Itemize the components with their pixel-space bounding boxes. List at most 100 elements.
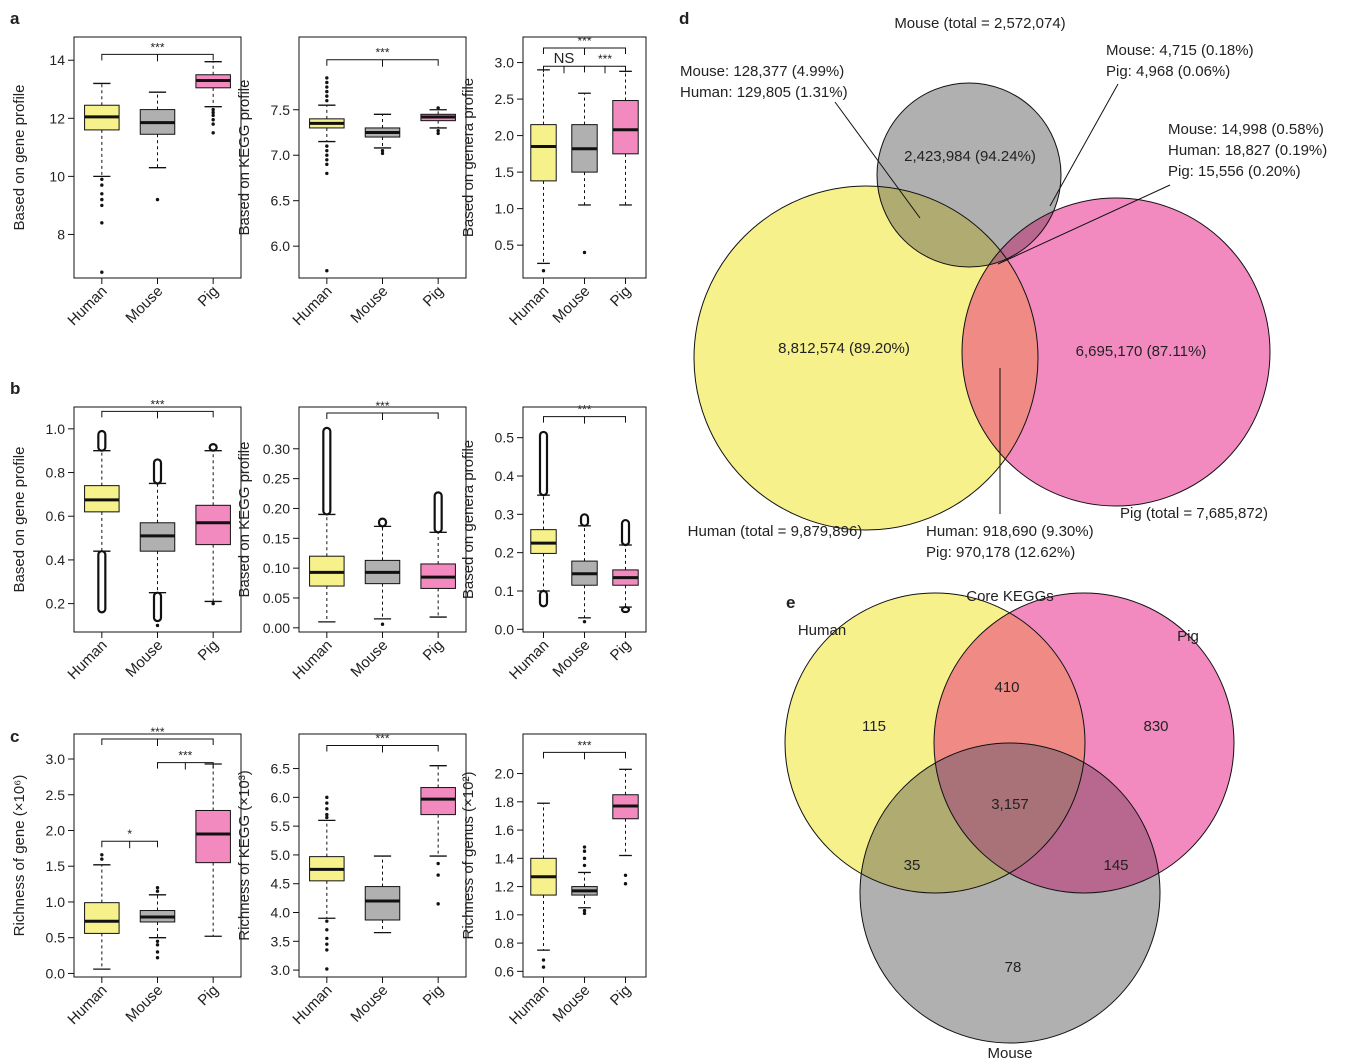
venn-d-pig-circle bbox=[962, 198, 1270, 506]
box-pig bbox=[420, 491, 456, 618]
y-tick-label: 10 bbox=[49, 168, 65, 184]
outlier-point bbox=[100, 221, 104, 225]
venn-e-human-mouse: 35 bbox=[904, 857, 921, 874]
boxplot-0: 8 10 12 14 Based on gene profile Human Mouse Pi… bbox=[11, 36, 242, 329]
outlier-run bbox=[538, 589, 549, 608]
outlier-point bbox=[325, 948, 329, 952]
iqr-box bbox=[84, 902, 120, 934]
outlier-run bbox=[152, 458, 163, 485]
y-tick-label: 0.8 bbox=[495, 935, 515, 951]
venn-e-mouse-label: Mouse bbox=[987, 1045, 1032, 1061]
outlier-run bbox=[208, 443, 218, 452]
box-pig bbox=[612, 70, 639, 206]
outlier-run bbox=[97, 550, 107, 614]
y-tick-label: 0.20 bbox=[263, 500, 290, 516]
y-tick-label: 0.0 bbox=[495, 621, 515, 637]
y-axis-label: Richness of gene (×10⁶) bbox=[11, 775, 28, 937]
venn-e-mouse-only: 78 bbox=[1005, 959, 1022, 976]
y-tick-label: 0.0 bbox=[46, 965, 66, 981]
outlier-point bbox=[325, 269, 329, 273]
outlier-run bbox=[152, 591, 163, 623]
significance-bracket: *** bbox=[326, 46, 439, 67]
outlier-point bbox=[582, 908, 587, 913]
venn-d-human-circle bbox=[694, 186, 1038, 530]
panel-label-e: e bbox=[786, 593, 795, 612]
outlier-point bbox=[436, 106, 440, 110]
box-mouse bbox=[571, 92, 598, 255]
significance-bracket: *** bbox=[326, 399, 439, 420]
significance-label: *** bbox=[577, 403, 591, 417]
outlier-point bbox=[325, 98, 329, 103]
y-axis-label: Based on genera profile bbox=[460, 440, 477, 599]
box-human bbox=[530, 430, 557, 608]
bracket-line bbox=[543, 47, 626, 54]
box-pig bbox=[612, 518, 639, 614]
outlier-point bbox=[325, 807, 329, 811]
y-axis-label: Based on KEGG profile bbox=[236, 442, 253, 598]
y-tick-label: 6.5 bbox=[271, 761, 291, 777]
outlier-point bbox=[623, 873, 628, 877]
venn-e-pig-mouse: 145 bbox=[1103, 857, 1128, 874]
significance-bracket: *** bbox=[543, 34, 626, 55]
bracket-line bbox=[326, 412, 439, 419]
y-tick-label: 1.2 bbox=[495, 879, 515, 895]
panel-label-a: a bbox=[10, 9, 20, 28]
outlier-point bbox=[211, 131, 215, 135]
y-tick-label: 0.5 bbox=[495, 237, 515, 253]
iqr-box bbox=[530, 124, 557, 182]
outlier-point bbox=[325, 94, 329, 98]
significance-label: * bbox=[127, 827, 132, 841]
outlier-point bbox=[325, 801, 329, 805]
boxplot-8: 0.6 0.8 1.0 1.2 1.4 1.6 1.8 2.0 Richness of genu… bbox=[460, 733, 647, 1028]
y-tick-label: 0.3 bbox=[495, 506, 515, 522]
y-tick-label: 0.6 bbox=[46, 508, 66, 524]
iqr-box bbox=[612, 100, 639, 155]
x-tick-label: Mouse bbox=[347, 283, 391, 327]
plot-frame bbox=[298, 36, 467, 279]
outlier-point bbox=[541, 268, 546, 273]
venn-d-pig-only: 6,695,170 (87.11%) bbox=[1076, 343, 1207, 360]
y-tick-label: 1.8 bbox=[495, 794, 515, 810]
x-tick-label: Pig bbox=[420, 637, 447, 664]
venn-e-pig-only: 830 bbox=[1143, 718, 1168, 735]
y-tick-label: 0.4 bbox=[495, 468, 515, 484]
outlier-point bbox=[436, 902, 440, 906]
significance-bracket: NS bbox=[543, 50, 585, 74]
x-tick-label: Pig bbox=[420, 982, 447, 1009]
x-tick-label: Human bbox=[289, 982, 335, 1028]
outlier-point bbox=[325, 171, 329, 176]
y-tick-label: 8 bbox=[57, 226, 65, 242]
box-human bbox=[84, 853, 120, 970]
significance-bracket: * bbox=[101, 827, 158, 849]
outlier-point bbox=[100, 183, 104, 187]
y-axis-label: Based on gene profile bbox=[11, 85, 28, 231]
y-tick-label: 1.6 bbox=[495, 822, 515, 838]
y-tick-label: 3.0 bbox=[495, 55, 515, 71]
y-tick-label: 0.10 bbox=[263, 560, 290, 576]
y-axis-label: Richness of genus (×10²) bbox=[460, 771, 477, 939]
x-tick-label: Human bbox=[506, 982, 552, 1028]
significance-bracket: *** bbox=[543, 403, 626, 424]
significance-label: *** bbox=[178, 749, 192, 763]
outlier-point bbox=[325, 89, 329, 94]
box-pig bbox=[195, 763, 231, 937]
y-tick-label: 3.0 bbox=[271, 962, 291, 978]
outlier-point bbox=[582, 856, 587, 861]
x-tick-label: Pig bbox=[607, 637, 634, 664]
outlier-point bbox=[541, 958, 546, 962]
outlier-point bbox=[100, 192, 104, 196]
x-tick-label: Pig bbox=[195, 283, 222, 310]
outlier-point bbox=[325, 928, 329, 932]
venn-e-pig-label: Pig bbox=[1177, 628, 1199, 645]
box-pig bbox=[612, 768, 639, 886]
venn-d-mh-line2: Human: 129,805 (1.31%) bbox=[680, 84, 848, 101]
outlier-point bbox=[211, 110, 215, 115]
y-tick-label: 1.0 bbox=[495, 201, 515, 217]
outlier-point bbox=[325, 936, 329, 941]
outlier-point bbox=[582, 911, 587, 916]
venn-d-hp-line2: Pig: 970,178 (12.62%) bbox=[926, 544, 1075, 561]
outlier-point bbox=[582, 250, 587, 255]
outlier-point bbox=[325, 80, 329, 85]
outlier-point bbox=[582, 849, 587, 853]
outlier-run bbox=[97, 429, 107, 452]
